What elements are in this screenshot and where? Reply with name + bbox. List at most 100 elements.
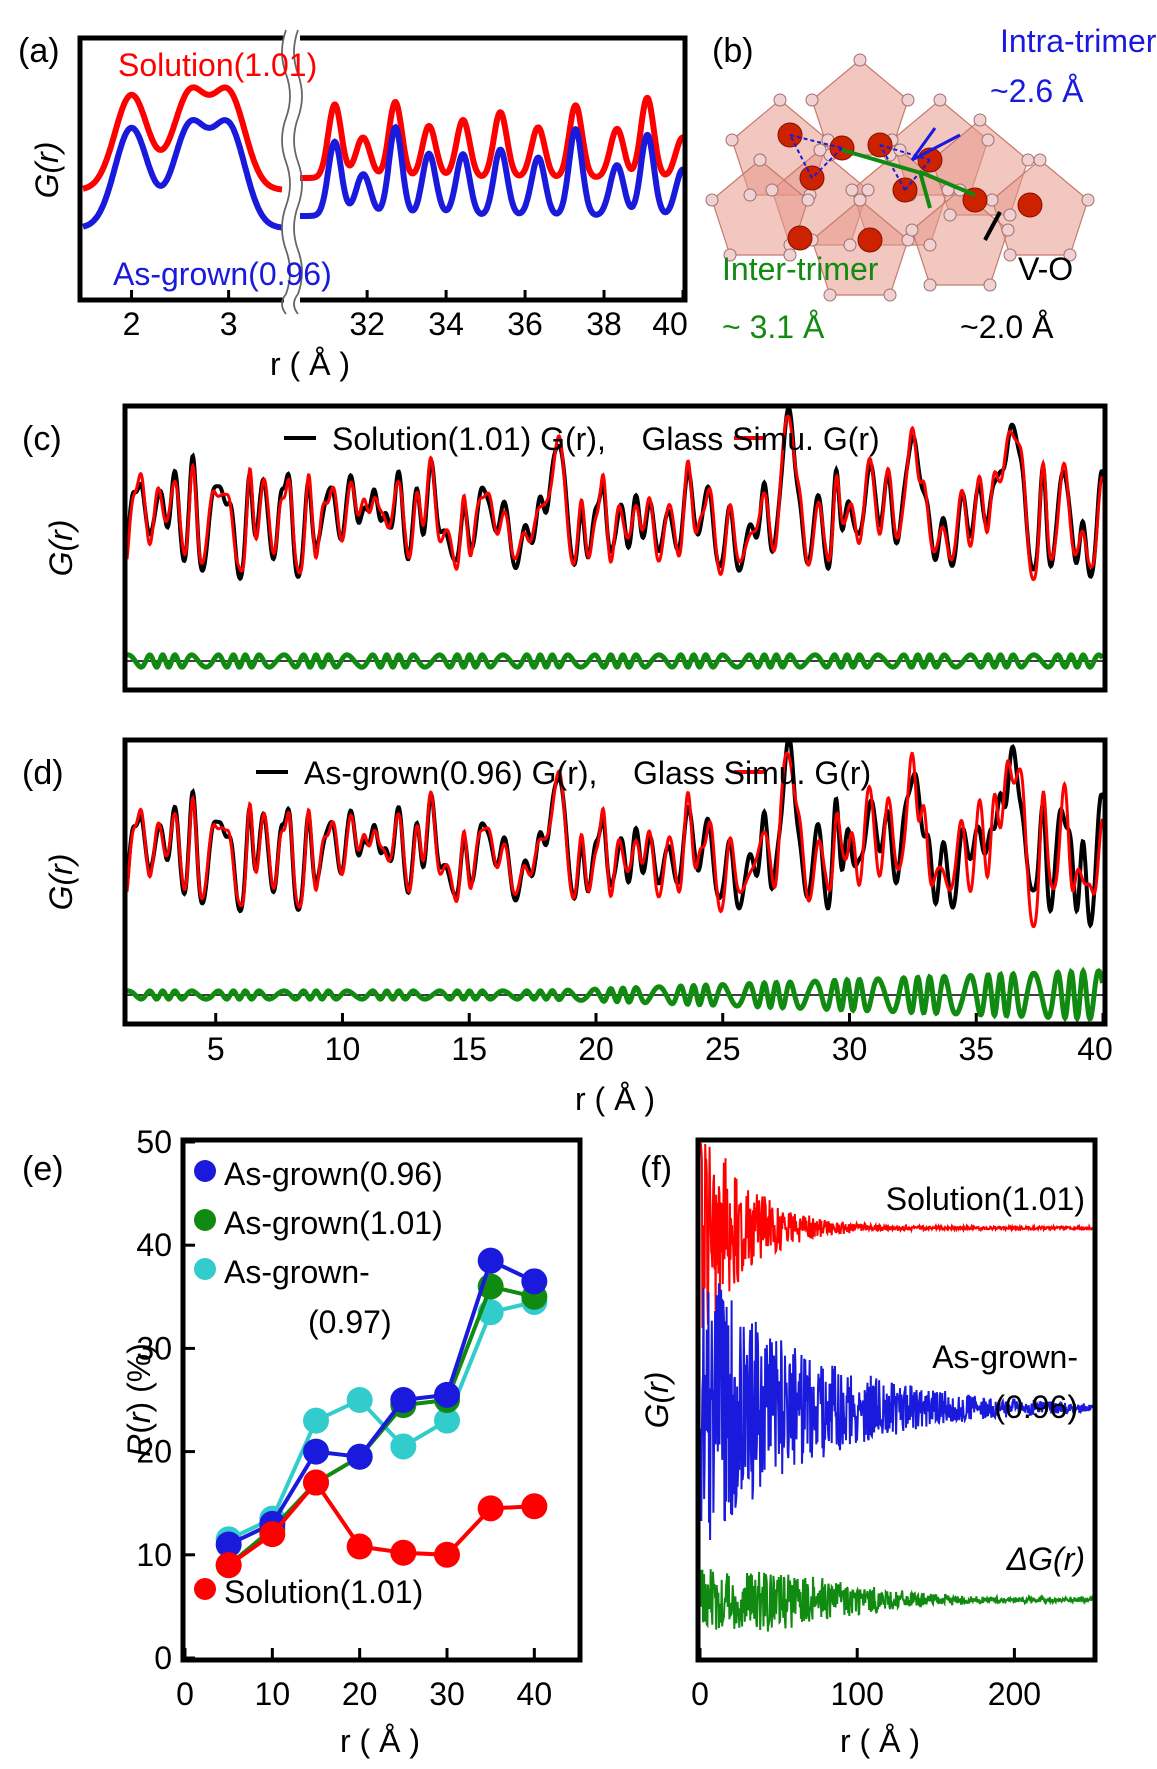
inter-trimer-label: Inter-trimer: [722, 251, 879, 287]
panel-f-xlabel: r ( Å ): [840, 1723, 920, 1759]
oxygen-atom: [1081, 193, 1095, 207]
data-point: [390, 1387, 417, 1413]
oxygen-atom: [723, 248, 737, 262]
panel-a-label: (a): [18, 32, 60, 70]
series-line-difference: [126, 966, 1105, 1023]
oxygen-atom: [923, 278, 937, 292]
vanadium-atom: [857, 227, 883, 253]
vanadium-atom: [1017, 192, 1043, 218]
oxygen-atom: [1003, 248, 1017, 262]
tick-label: 15: [451, 1031, 487, 1067]
panel-f-label-asgrown-1: As-grown-: [932, 1339, 1078, 1375]
series-line-solution-left: [82, 84, 283, 193]
inter-arrow: [841, 148, 929, 177]
panel-a: (a) Solution(1.01) As-grown(0.96) G(r) 2…: [18, 29, 688, 382]
panel-a-legend-asgrown: As-grown(0.96): [113, 256, 332, 292]
vo-value: ~2.0 Å: [960, 309, 1054, 345]
data-point: [346, 1533, 373, 1560]
panel-d-frame: [122, 737, 1108, 1027]
data-point: [390, 1433, 417, 1460]
data-point: [303, 1438, 329, 1465]
panel-f: (f) Solution(1.01) As-grown- (0.96) ΔG(r…: [639, 1137, 1098, 1759]
panel-c: (c) Solution(1.01) G(r), Glass Simu. G(r…: [22, 403, 1108, 693]
tick-label: 36: [507, 306, 543, 342]
oxygen-atom: [933, 93, 947, 107]
series-line: [699, 1142, 1094, 1329]
oxygen-atom: [905, 223, 919, 237]
vo-arrow: [983, 211, 1002, 241]
panel-d: (d) As-grown(0.96) G(r), Glass Simu. G(r…: [22, 737, 1113, 1117]
data-point: [259, 1521, 286, 1548]
oxygen-atom: [883, 288, 897, 302]
oxygen-atom: [783, 248, 797, 262]
oxygen-atom: [725, 133, 739, 147]
data-point: [390, 1539, 417, 1566]
panel-e-label: (e): [22, 1150, 64, 1188]
inter-trimer-value: ~ 3.1 Å: [722, 309, 825, 345]
series-line: [227, 1257, 536, 1547]
data-point: [346, 1387, 373, 1413]
oxygen-atom: [973, 113, 987, 127]
oxygen-atom: [943, 208, 957, 222]
oxygen-atom: [801, 193, 815, 207]
panel-f-label-delta: ΔG(r): [1006, 1541, 1085, 1577]
legend-marker: [194, 1209, 216, 1231]
oxygen-atom: [845, 183, 859, 197]
tick-label: 10: [255, 1676, 291, 1712]
tick-label: 35: [958, 1031, 994, 1067]
tick-label: 3: [220, 306, 238, 342]
tick-label: 30: [136, 1330, 172, 1366]
oxygen-atom: [901, 93, 915, 107]
oxygen-atom: [813, 143, 827, 157]
panel-f-label-solution: Solution(1.01): [886, 1181, 1085, 1217]
tick-label: 50: [136, 1124, 172, 1160]
tick-label: 40: [1077, 1031, 1113, 1067]
oxygen-atom: [823, 288, 837, 302]
oxygen-atom: [861, 183, 875, 197]
panel-c-label: (c): [22, 420, 62, 458]
tick-label: 25: [705, 1031, 741, 1067]
data-point: [303, 1469, 329, 1496]
oxygen-atom: [843, 238, 857, 252]
tick-label: 40: [517, 1676, 553, 1712]
panel-d-xticks: 5 10 15 20 25 30 35 40: [207, 1013, 1113, 1067]
legend-marker: [194, 1160, 216, 1182]
panel-c-frame: [122, 403, 1108, 693]
oxygen-atom: [743, 188, 757, 202]
series-line-simulation: [125, 751, 1104, 929]
oxygen-atom: [923, 238, 937, 252]
tick-label: 2: [123, 306, 141, 342]
tick-label: 20: [136, 1434, 172, 1470]
trimer-bond: [789, 134, 843, 149]
tick-label: 20: [578, 1031, 614, 1067]
data-point: [215, 1552, 242, 1579]
oxygen-atom: [765, 183, 779, 197]
panel-f-label-asgrown-2: (0.96): [994, 1389, 1078, 1425]
panel-f-curves: [699, 1142, 1094, 1632]
vanadium-atom: [787, 225, 813, 251]
legend-entry-label: (0.97): [308, 1304, 392, 1340]
series-line: [227, 1300, 535, 1542]
panel-f-xticks: 0 100 200: [691, 1648, 1041, 1712]
data-point: [521, 1493, 548, 1520]
panel-c-ylabel: G(r): [43, 520, 79, 577]
data-point: [434, 1381, 460, 1408]
data-point: [521, 1268, 548, 1295]
oxygen-atom: [1001, 223, 1015, 237]
legend-marker: [194, 1578, 216, 1600]
panel-d-curves: [125, 740, 1105, 1023]
vo-label: V-O: [1018, 251, 1073, 287]
axis-break: [281, 29, 303, 315]
intra-arrow: [910, 127, 937, 161]
oxygen-atom: [985, 193, 999, 207]
trimer-bond: [879, 144, 931, 161]
panel-a-legend-solution: Solution(1.01): [118, 47, 317, 83]
oxygen-atom: [753, 153, 767, 167]
panel-e-xlabel: r ( Å ): [340, 1723, 420, 1759]
intra-arrow: [911, 133, 961, 162]
tick-label: 32: [349, 306, 385, 342]
tick-label: 30: [429, 1676, 465, 1712]
oxygen-atom: [983, 278, 997, 292]
